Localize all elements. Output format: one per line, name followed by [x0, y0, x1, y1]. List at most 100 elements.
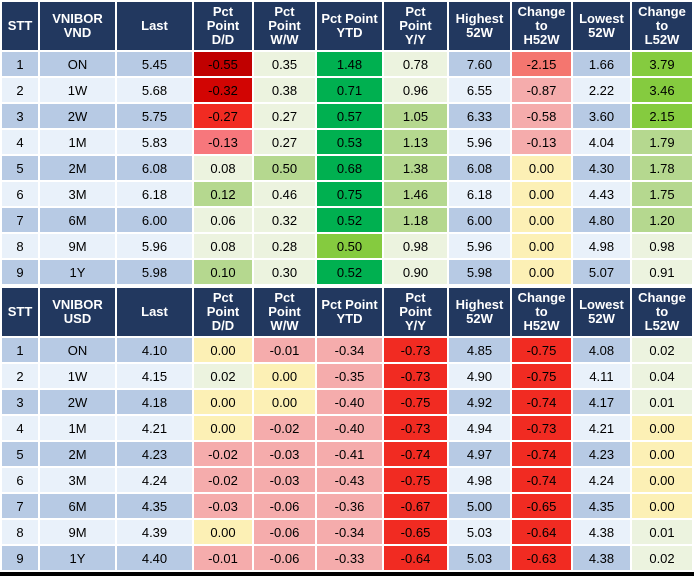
cell-last: 6.18 — [117, 182, 192, 206]
cell-ytd: 0.50 — [317, 234, 382, 258]
cell-l52: 4.08 — [573, 338, 630, 362]
cell-l52: 4.11 — [573, 364, 630, 388]
cell-dd: 0.12 — [194, 182, 252, 206]
cell-h52: 6.00 — [449, 208, 510, 232]
header-label: Pct Point — [321, 297, 378, 312]
cell-chg_l: 0.00 — [632, 468, 692, 492]
cell-h52: 6.33 — [449, 104, 510, 128]
header-label: 52W — [466, 25, 493, 40]
header-label: H52W — [523, 32, 560, 47]
cell-yy: -0.75 — [384, 390, 447, 414]
cell-last: 5.45 — [117, 52, 192, 76]
cell-h52: 5.98 — [449, 260, 510, 284]
cell-chg_l: 3.46 — [632, 78, 692, 102]
cell-ytd: -0.33 — [317, 546, 382, 570]
table-row: 5 2M 6.08 0.08 0.50 0.68 1.38 6.08 0.00 4.30 1.78 — [2, 156, 692, 180]
cell-yy: 1.46 — [384, 182, 447, 206]
cell-l52: 4.23 — [573, 442, 630, 466]
cell-l52: 4.04 — [573, 130, 630, 154]
cell-yy: -0.74 — [384, 442, 447, 466]
header-label: 52W — [466, 311, 493, 326]
cell-l52: 1.66 — [573, 52, 630, 76]
header-cell-chg_l: Change to L52W — [632, 2, 692, 50]
header-cell-chg_l: Change to L52W — [632, 288, 692, 336]
cell-ww: -0.03 — [254, 468, 315, 492]
cell-stt: 6 — [2, 468, 38, 492]
header-cell-instrument: VNIBOR USD — [40, 288, 115, 336]
header-label: Change — [517, 4, 566, 19]
cell-stt: 3 — [2, 390, 38, 414]
header-label: Lowest — [579, 11, 624, 26]
cell-h52: 6.55 — [449, 78, 510, 102]
cell-ytd: 0.71 — [317, 78, 382, 102]
header-label: YTD — [336, 311, 363, 326]
header-label: Change — [517, 290, 566, 305]
cell-chg_h: -0.58 — [512, 104, 571, 128]
table-row: 8 9M 4.39 0.00 -0.06 -0.34 -0.65 5.03 -0.64 4.38 0… — [2, 520, 692, 544]
cell-chg_l: 0.02 — [632, 546, 692, 570]
cell-stt: 9 — [2, 260, 38, 284]
header-cell-chg_h: Change to H52W — [512, 2, 571, 50]
header-label: 52W — [588, 25, 615, 40]
cell-ww: 0.00 — [254, 364, 315, 388]
cell-h52: 4.94 — [449, 416, 510, 440]
header-label: Lowest — [579, 297, 624, 312]
cell-ww: 0.27 — [254, 104, 315, 128]
cell-chg_h: -0.73 — [512, 416, 571, 440]
cell-l52: 4.24 — [573, 468, 630, 492]
cell-chg_h: -0.64 — [512, 520, 571, 544]
table-row: 7 6M 6.00 0.06 0.32 0.52 1.18 6.00 0.00 4.80 1.20 — [2, 208, 692, 232]
cell-ytd: -0.40 — [317, 390, 382, 414]
cell-l52: 4.98 — [573, 234, 630, 258]
cell-ww: 0.27 — [254, 130, 315, 154]
header-label: Highest — [455, 11, 504, 26]
cell-yy: 0.96 — [384, 78, 447, 102]
cell-chg_h: -2.15 — [512, 52, 571, 76]
cell-dd: 0.08 — [194, 156, 252, 180]
cell-ww: 0.50 — [254, 156, 315, 180]
cell-dd: -0.27 — [194, 104, 252, 128]
cell-last: 4.23 — [117, 442, 192, 466]
cell-chg_h: 0.00 — [512, 156, 571, 180]
cell-chg_h: -0.75 — [512, 338, 571, 362]
table-row: 5 2M 4.23 -0.02 -0.03 -0.41 -0.74 4.97 -0.74 4.23… — [2, 442, 692, 466]
header-cell-yy: Pct Point Y/Y — [384, 2, 447, 50]
header-label: Y/Y — [405, 318, 426, 333]
cell-dd: -0.55 — [194, 52, 252, 76]
cell-tenor: ON — [40, 52, 115, 76]
cell-ww: 0.00 — [254, 390, 315, 414]
cell-dd: 0.10 — [194, 260, 252, 284]
cell-ytd: -0.36 — [317, 494, 382, 518]
cell-chg_h: -0.63 — [512, 546, 571, 570]
cell-h52: 5.00 — [449, 494, 510, 518]
cell-tenor: 1Y — [40, 546, 115, 570]
header-label: H52W — [523, 318, 560, 333]
cell-h52: 4.98 — [449, 468, 510, 492]
cell-tenor: 6M — [40, 208, 115, 232]
cell-l52: 4.43 — [573, 182, 630, 206]
cell-h52: 4.97 — [449, 442, 510, 466]
header-label: to — [535, 304, 548, 319]
cell-ytd: -0.34 — [317, 520, 382, 544]
cell-tenor: 1W — [40, 78, 115, 102]
cell-stt: 8 — [2, 520, 38, 544]
cell-ww: -0.06 — [254, 520, 315, 544]
header-label: Pct — [212, 290, 234, 305]
cell-h52: 4.92 — [449, 390, 510, 414]
header-label: Point — [206, 304, 240, 319]
cell-ytd: -0.35 — [317, 364, 382, 388]
cell-yy: 0.90 — [384, 260, 447, 284]
cell-tenor: 6M — [40, 494, 115, 518]
header-cell-yy: Pct Point Y/Y — [384, 288, 447, 336]
cell-yy: 0.78 — [384, 52, 447, 76]
cell-l52: 4.30 — [573, 156, 630, 180]
header-label: L52W — [644, 32, 680, 47]
cell-chg_l: 0.00 — [632, 416, 692, 440]
header-label: to — [655, 304, 669, 319]
cell-chg_l: 0.01 — [632, 520, 692, 544]
cell-last: 5.75 — [117, 104, 192, 128]
cell-dd: 0.06 — [194, 208, 252, 232]
cell-yy: 1.13 — [384, 130, 447, 154]
cell-stt: 9 — [2, 546, 38, 570]
